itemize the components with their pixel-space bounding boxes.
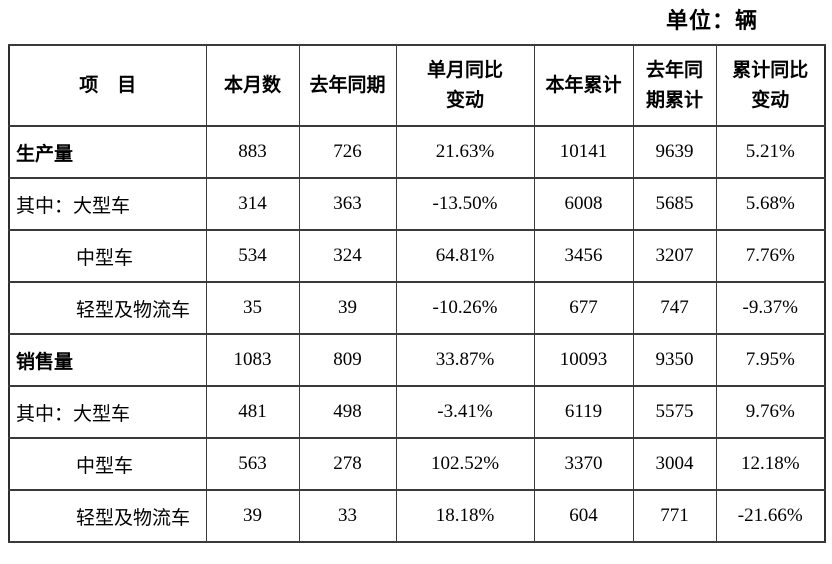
cell-ytd-total: 604	[533, 489, 634, 543]
cell-cumulative-yoy-change: 5.68%	[715, 177, 826, 231]
cell-cumulative-yoy-change: 9.76%	[715, 385, 826, 439]
column-header-ytd-total: 本年累计	[533, 44, 634, 127]
cell-last-year-same-period: 809	[298, 333, 397, 387]
cell-monthly-yoy-change: 21.63%	[395, 125, 535, 179]
cell-last-year-ytd: 771	[632, 489, 717, 543]
cell-current-month: 534	[205, 229, 300, 283]
cell-monthly-yoy-change: -10.26%	[395, 281, 535, 335]
cell-ytd-total: 6119	[533, 385, 634, 439]
cell-ytd-total: 677	[533, 281, 634, 335]
cell-current-month: 35	[205, 281, 300, 335]
column-header-cumulative-yoy-change: 累计同比 变动	[715, 44, 826, 127]
cell-last-year-same-period: 324	[298, 229, 397, 283]
cell-current-month: 883	[205, 125, 300, 179]
production-sales-table: 项 目 本月数 去年同期 单月同比 变动 本年累计 去年同 期累计 累计同比 变…	[8, 44, 826, 543]
cell-current-month: 481	[205, 385, 300, 439]
cell-cumulative-yoy-change: -21.66%	[715, 489, 826, 543]
cell-last-year-same-period: 363	[298, 177, 397, 231]
cell-cumulative-yoy-change: 7.95%	[715, 333, 826, 387]
cell-last-year-same-period: 278	[298, 437, 397, 491]
row-label: 轻型及物流车	[8, 489, 207, 543]
cell-last-year-same-period: 726	[298, 125, 397, 179]
cell-cumulative-yoy-change: -9.37%	[715, 281, 826, 335]
unit-label: 单位：辆	[666, 8, 759, 33]
table-row-production-medium: 中型车 534 324 64.81% 3456 3207 7.76%	[8, 229, 826, 283]
cell-last-year-same-period: 33	[298, 489, 397, 543]
cell-ytd-total: 3456	[533, 229, 634, 283]
cell-last-year-ytd: 5685	[632, 177, 717, 231]
cell-cumulative-yoy-change: 12.18%	[715, 437, 826, 491]
cell-ytd-total: 6008	[533, 177, 634, 231]
cell-last-year-ytd: 3207	[632, 229, 717, 283]
cell-last-year-ytd: 9639	[632, 125, 717, 179]
cell-last-year-ytd: 5575	[632, 385, 717, 439]
table-row-production-large: 其中：大型车 314 363 -13.50% 6008 5685 5.68%	[8, 177, 826, 231]
cell-monthly-yoy-change: 18.18%	[395, 489, 535, 543]
row-label: 其中：大型车	[8, 177, 207, 231]
table-row-production-light: 轻型及物流车 35 39 -10.26% 677 747 -9.37%	[8, 281, 826, 335]
cell-monthly-yoy-change: 64.81%	[395, 229, 535, 283]
row-label: 中型车	[8, 229, 207, 283]
column-header-current-month: 本月数	[205, 44, 300, 127]
row-label: 销售量	[8, 333, 207, 387]
cell-last-year-ytd: 3004	[632, 437, 717, 491]
cell-ytd-total: 3370	[533, 437, 634, 491]
table-row-sales-medium: 中型车 563 278 102.52% 3370 3004 12.18%	[8, 437, 826, 491]
cell-last-year-same-period: 39	[298, 281, 397, 335]
cell-current-month: 39	[205, 489, 300, 543]
cell-current-month: 563	[205, 437, 300, 491]
table-row-sales-large: 其中：大型车 481 498 -3.41% 6119 5575 9.76%	[8, 385, 826, 439]
cell-monthly-yoy-change: 102.52%	[395, 437, 535, 491]
cell-current-month: 314	[205, 177, 300, 231]
table-row-sales-light: 轻型及物流车 39 33 18.18% 604 771 -21.66%	[8, 489, 826, 543]
cell-last-year-same-period: 498	[298, 385, 397, 439]
cell-current-month: 1083	[205, 333, 300, 387]
cell-ytd-total: 10093	[533, 333, 634, 387]
table-row-sales: 销售量 1083 809 33.87% 10093 9350 7.95%	[8, 333, 826, 387]
cell-cumulative-yoy-change: 7.76%	[715, 229, 826, 283]
column-header-last-year-ytd: 去年同 期累计	[632, 44, 717, 127]
row-label: 其中：大型车	[8, 385, 207, 439]
row-label: 轻型及物流车	[8, 281, 207, 335]
cell-cumulative-yoy-change: 5.21%	[715, 125, 826, 179]
table-row-production: 生产量 883 726 21.63% 10141 9639 5.21%	[8, 125, 826, 179]
column-header-monthly-yoy-change: 单月同比 变动	[395, 44, 535, 127]
header-row: 项 目 本月数 去年同期 单月同比 变动 本年累计 去年同 期累计 累计同比 变…	[8, 44, 826, 127]
row-label: 生产量	[8, 125, 207, 179]
row-label: 中型车	[8, 437, 207, 491]
cell-ytd-total: 10141	[533, 125, 634, 179]
cell-last-year-ytd: 9350	[632, 333, 717, 387]
cell-monthly-yoy-change: 33.87%	[395, 333, 535, 387]
column-header-last-year-same-period: 去年同期	[298, 44, 397, 127]
cell-monthly-yoy-change: -13.50%	[395, 177, 535, 231]
column-header-item: 项 目	[8, 44, 207, 127]
cell-last-year-ytd: 747	[632, 281, 717, 335]
cell-monthly-yoy-change: -3.41%	[395, 385, 535, 439]
